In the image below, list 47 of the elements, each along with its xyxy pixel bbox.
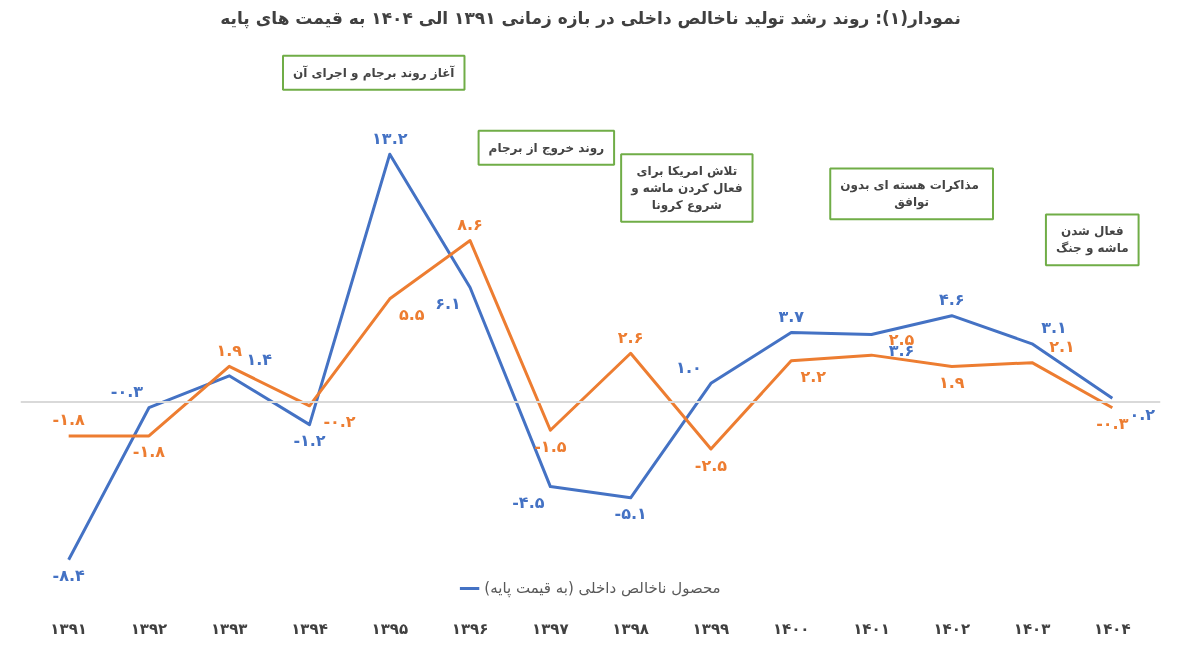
data-label: ۲.۲ xyxy=(800,367,827,387)
data-label: ۳.۱ xyxy=(1041,318,1067,338)
data-label: -۰.۳ xyxy=(110,382,144,402)
data-label: ۱۳.۲ xyxy=(372,128,408,148)
data-label: -۰.۳ xyxy=(1096,414,1129,434)
x-tick-label: ۱۳۹۷ xyxy=(532,619,569,638)
annotation: روند خروج از برجام xyxy=(488,140,605,156)
data-label: -۰.۲ xyxy=(323,412,356,432)
data-label: ۵.۵ xyxy=(398,305,425,325)
data-label: ۱.۹ xyxy=(938,372,965,392)
data-label: -۸.۴ xyxy=(52,566,86,586)
data-label: -۱.۵ xyxy=(534,436,567,456)
data-label: -۱.۸ xyxy=(52,410,86,430)
data-label: ۱.۹ xyxy=(216,340,243,360)
text: آغاز روند برجام و اجرای آن xyxy=(292,64,456,81)
x-tick-label: ۱۴۰۳ xyxy=(1013,619,1051,638)
annotation: تلاش امریکا برای فعال کردن ماشه و شروع کرونا xyxy=(630,164,743,213)
data-label: -۴.۵ xyxy=(512,493,545,513)
data-label: ۱.۴ xyxy=(246,350,273,370)
x-tick-label: ۱۳۹۵ xyxy=(371,619,409,638)
data-label: ۱.۰ xyxy=(676,357,702,377)
x-tick-label: ۱۳۹۹ xyxy=(692,619,730,638)
data-label: ۸.۶ xyxy=(457,215,483,235)
data-label: -۱.۸ xyxy=(132,442,166,462)
legend-label: محصول ناخالص داخلی (به قیمت پایه) xyxy=(484,579,721,597)
data-label: -۱.۲ xyxy=(293,431,326,451)
x-tick-label: ۱۴۰۲ xyxy=(933,619,971,638)
x-tick-label: ۱۳۹۱ xyxy=(50,619,87,638)
annotation: فعال شدن ماشه و جنگ xyxy=(1055,224,1129,257)
data-label: -۵.۱ xyxy=(614,504,647,524)
x-tick-label: ۱۳۹۲ xyxy=(130,619,168,638)
chart-title: نمودار(۱): روند رشد تولید ناخالص داخلی در بازه زمانی ۱۳۹۱ الی ۱۴۰۴ به قیمت های پایه xyxy=(220,7,961,29)
data-label: -۲.۵ xyxy=(694,455,728,475)
x-tick-label: ۱۳۹۶ xyxy=(451,619,489,638)
x-tick-label: ۱۳۹۴ xyxy=(291,619,328,638)
annotation: مذاکرات هسته ای بدون توافق xyxy=(840,178,979,211)
data-label: ۴.۶ xyxy=(938,290,965,310)
data-label: ۲.۶ xyxy=(617,327,644,347)
data-label: ۳.۷ xyxy=(778,307,805,327)
x-tick-label: ۱۴۰۰ xyxy=(772,619,810,638)
x-tick-label: ۱۳۹۳ xyxy=(210,619,248,638)
data-label: ۰.۲ xyxy=(1129,404,1156,424)
x-tick-label: ۱۴۰۱ xyxy=(853,619,890,638)
x-tick-label: ۱۴۰۴ xyxy=(1094,619,1131,638)
x-tick-label: ۱۳۹۸ xyxy=(612,619,649,638)
data-label: ۲.۱ xyxy=(1049,337,1075,357)
data-label: ۶.۱ xyxy=(435,294,461,314)
